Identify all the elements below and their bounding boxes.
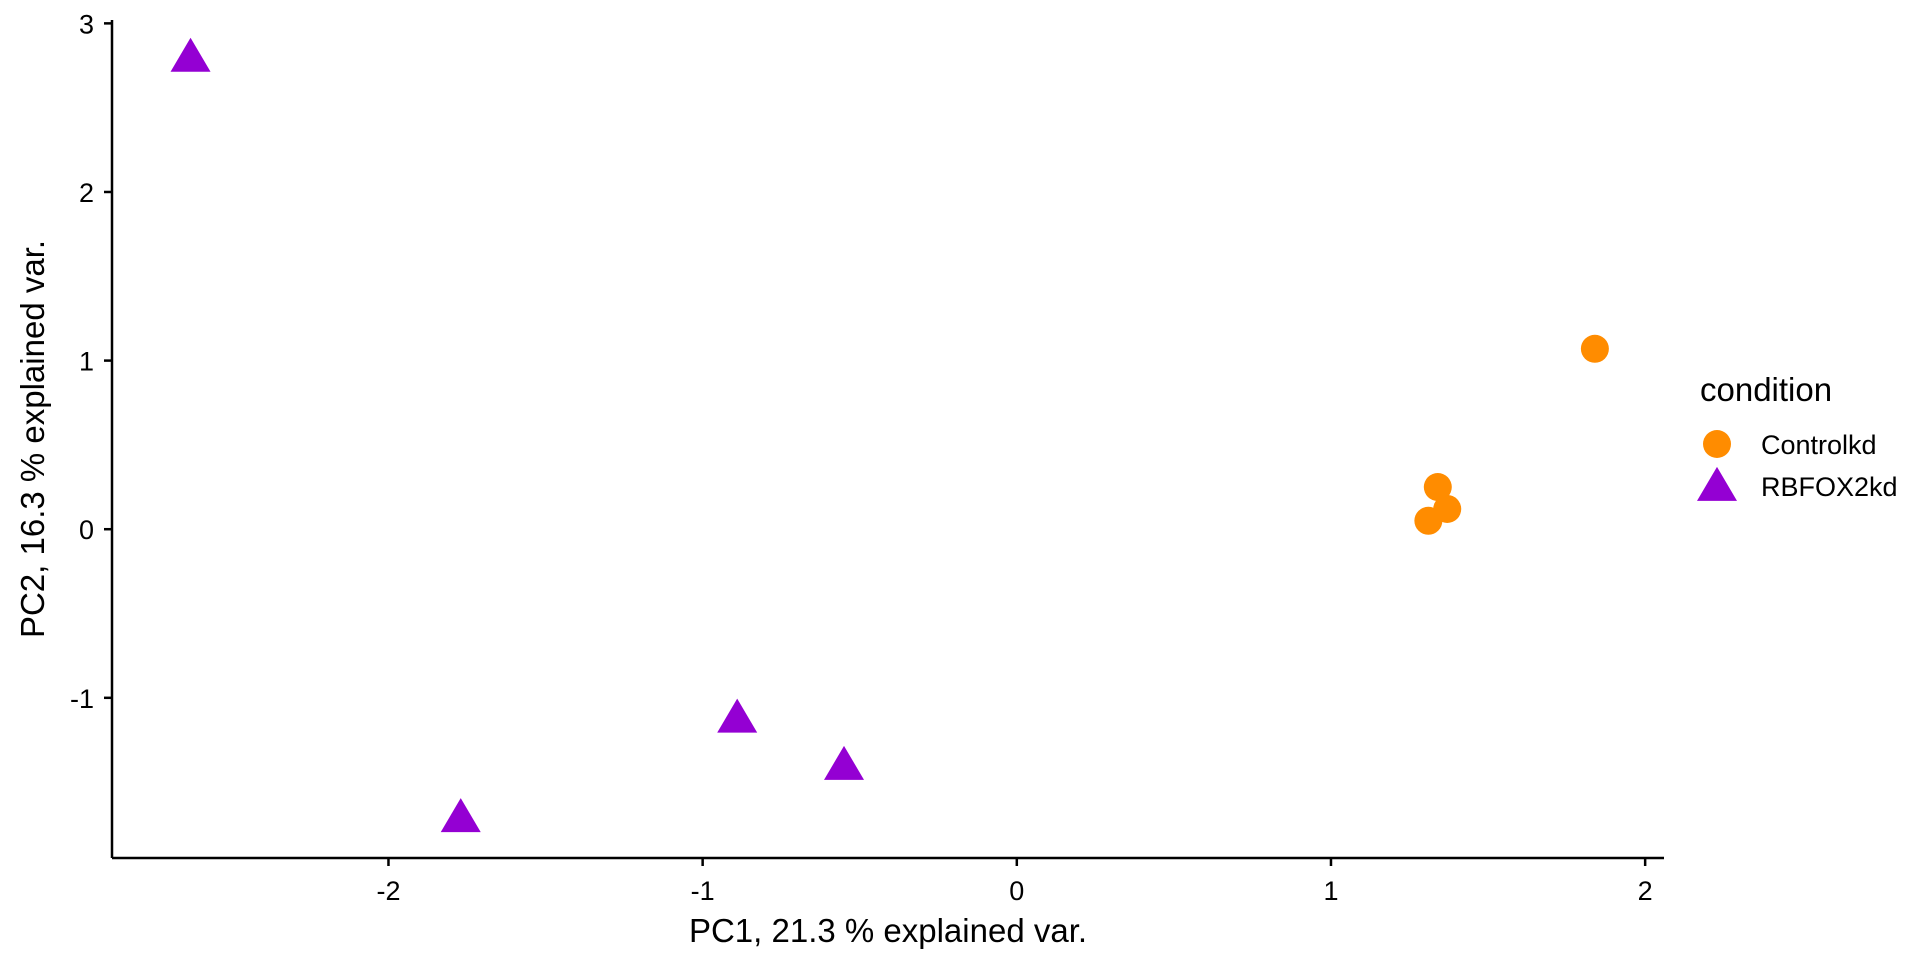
legend-title: condition xyxy=(1700,371,1832,408)
rbfox2kd-point xyxy=(170,37,211,72)
legend-label-rbfox2kd: RBFOX2kd xyxy=(1761,472,1898,502)
y-tick-label: -1 xyxy=(70,684,94,714)
x-axis-title: PC1, 21.3 % explained var. xyxy=(689,912,1087,949)
y-tick-label: 2 xyxy=(79,178,94,208)
legend-key-controlkd xyxy=(1703,430,1731,458)
legend-key-rbfox2kd xyxy=(1697,466,1737,501)
controlkd-point xyxy=(1414,506,1443,535)
controlkd-point xyxy=(1423,473,1452,502)
y-tick-label: 3 xyxy=(79,9,94,39)
data-points xyxy=(170,37,1609,833)
x-tick-label: 0 xyxy=(1009,876,1024,906)
rbfox2kd-point xyxy=(824,745,865,780)
y-ticks: -1 0 1 2 3 xyxy=(70,9,112,714)
controlkd-point xyxy=(1580,334,1609,363)
y-tick-label: 0 xyxy=(79,515,94,545)
x-tick-label: 1 xyxy=(1323,876,1338,906)
axes: -2 -1 0 1 2 -1 0 1 2 3 PC1, 21.3 % explained var… xyxy=(14,9,1664,949)
y-axis-title: PC2, 16.3 % explained var. xyxy=(14,240,51,638)
x-tick-label: -2 xyxy=(376,876,400,906)
rbfox2kd-point xyxy=(440,798,481,833)
x-tick-label: -1 xyxy=(691,876,715,906)
y-tick-label: 1 xyxy=(79,347,94,377)
rbfox2kd-point xyxy=(717,698,758,733)
x-tick-label: 2 xyxy=(1638,876,1653,906)
legend: condition Controlkd RBFOX2kd xyxy=(1697,371,1898,502)
x-ticks: -2 -1 0 1 2 xyxy=(376,858,1653,906)
legend-label-controlkd: Controlkd xyxy=(1761,430,1877,460)
legend-items: Controlkd RBFOX2kd xyxy=(1697,430,1898,502)
